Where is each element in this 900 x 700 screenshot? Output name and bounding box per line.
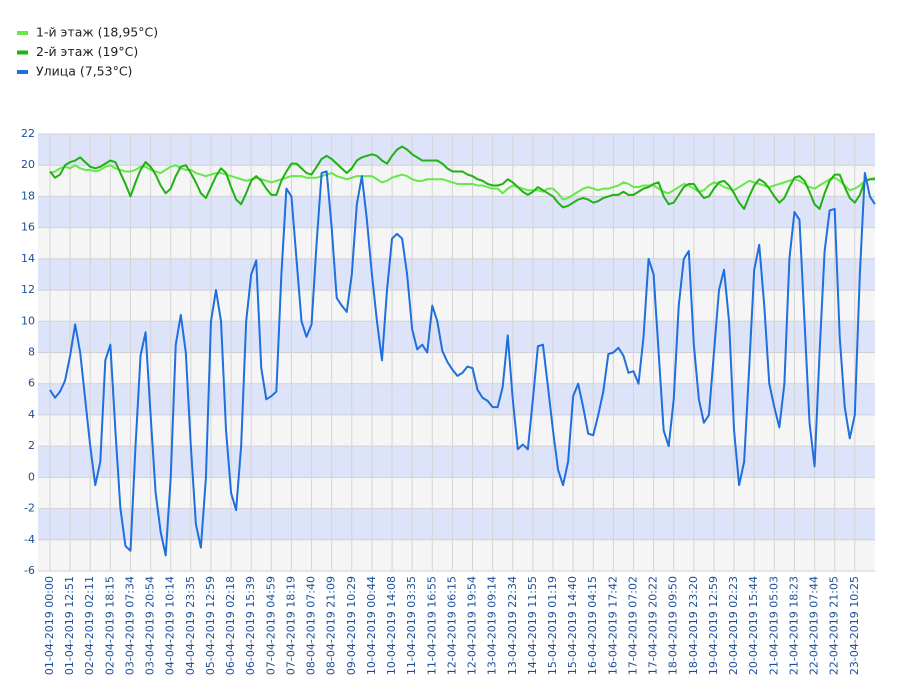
y-tick-label: 18: [21, 189, 35, 202]
x-tick-label: 19-04-2019 12:59: [707, 576, 720, 675]
x-tick-label: 03-04-2019 20:54: [144, 576, 157, 675]
x-tick-label: 03-04-2019 07:34: [123, 576, 136, 675]
legend-swatch: [17, 31, 28, 35]
x-tick-label: 13-04-2019 22:34: [506, 576, 519, 675]
band: [38, 477, 875, 509]
y-tick-label: -6: [24, 564, 35, 577]
x-tick-label: 17-04-2019 20:22: [647, 576, 660, 675]
x-tick-label: 07-04-2019 18:19: [284, 576, 297, 675]
y-tick-label: -4: [24, 533, 35, 546]
x-tick-label: 12-04-2019 06:15: [445, 576, 458, 675]
legend-label: 2-й этаж (19°C): [36, 44, 138, 59]
band: [38, 508, 875, 540]
x-tick-label: 22-04-2019 07:44: [808, 576, 821, 675]
x-tick-label: 06-04-2019 02:18: [224, 576, 237, 675]
x-tick-label: 04-04-2019 23:35: [184, 576, 197, 675]
x-tick-label: 12-04-2019 19:54: [466, 576, 479, 675]
x-tick-label: 01-04-2019 00:00: [43, 576, 56, 675]
band: [38, 196, 875, 228]
x-tick-label: 10-04-2019 14:08: [385, 576, 398, 675]
x-tick-label: 01-04-2019 12:51: [63, 576, 76, 675]
x-tick-label: 18-04-2019 23:20: [687, 576, 700, 675]
x-tick-label: 20-04-2019 15:44: [747, 576, 760, 675]
line: [49, 164, 876, 201]
y-tick-label: -2: [24, 502, 35, 515]
y-tick-label: 4: [28, 408, 35, 421]
x-tick-label: 10-04-2019 00:44: [365, 576, 378, 675]
x-tick-label: 17-04-2019 07:02: [626, 576, 639, 675]
x-tick-label: 21-04-2019 05:03: [767, 576, 780, 675]
x-tick-label: 09-04-2019 10:29: [345, 576, 358, 675]
y-tick-label: 8: [28, 346, 35, 359]
x-tick-label: 11-04-2019 03:35: [405, 576, 418, 675]
band: [38, 383, 875, 415]
x-tick-label: 16-04-2019 04:15: [586, 576, 599, 675]
band: [38, 227, 875, 259]
line: [49, 170, 876, 557]
band: [38, 165, 875, 197]
y-tick-label: 0: [28, 470, 35, 483]
band: [38, 446, 875, 478]
x-tick-label: 08-04-2019 21:09: [325, 576, 338, 675]
legend-label: 1-й этаж (18,95°C): [36, 25, 158, 40]
y-tick-label: 12: [21, 283, 35, 296]
band: [38, 352, 875, 384]
legend: 1-й этаж (18,95°C) 2-й этаж (19°C) Улица (…: [17, 25, 158, 79]
line: [49, 145, 875, 210]
x-tick-label: 04-04-2019 10:14: [164, 576, 177, 675]
band: [38, 258, 875, 291]
band: [38, 290, 875, 322]
x-tick-label: 06-04-2019 15:39: [244, 576, 257, 675]
y-tick-label: 14: [21, 252, 35, 265]
x-tick-label: 15-04-2019 01:19: [546, 576, 559, 675]
legend-swatch: [17, 50, 28, 55]
x-tick-label: 05-04-2019 12:59: [204, 576, 217, 675]
band: [38, 539, 875, 571]
legend-swatch: [17, 70, 28, 74]
y-tick-label: 22: [21, 127, 35, 140]
band: [38, 134, 875, 166]
band: [38, 414, 875, 447]
x-tick-label: 18-04-2019 09:50: [667, 576, 680, 675]
x-tick-label: 14-04-2019 11:55: [526, 576, 539, 675]
x-tick-label: 13-04-2019 09:14: [486, 576, 499, 675]
x-tick-label: 07-04-2019 04:59: [264, 576, 277, 675]
legend-label: Улица (7,53°C): [36, 64, 132, 79]
x-tick-label: 16-04-2019 17:42: [606, 576, 619, 675]
y-tick-label: 16: [21, 221, 35, 234]
x-tick-label: 22-04-2019 21:05: [828, 576, 841, 675]
x-tick-label: 23-04-2019 10:25: [848, 576, 861, 675]
x-tick-label: 11-04-2019 16:55: [425, 576, 438, 675]
x-tick-label: 15-04-2019 14:40: [566, 576, 579, 675]
x-tick-label: 20-04-2019 02:23: [727, 576, 740, 675]
x-tick-label: 21-04-2019 18:23: [787, 576, 800, 675]
x-tick-label: 08-04-2019 07:40: [305, 576, 318, 675]
x-tick-label: 02-04-2019 18:15: [103, 576, 116, 675]
y-tick-label: 10: [21, 314, 35, 327]
y-tick-label: 2: [28, 439, 35, 452]
x-tick-label: 02-04-2019 02:11: [83, 576, 96, 675]
y-tick-label: 6: [28, 377, 35, 390]
y-tick-label: 20: [21, 158, 35, 171]
